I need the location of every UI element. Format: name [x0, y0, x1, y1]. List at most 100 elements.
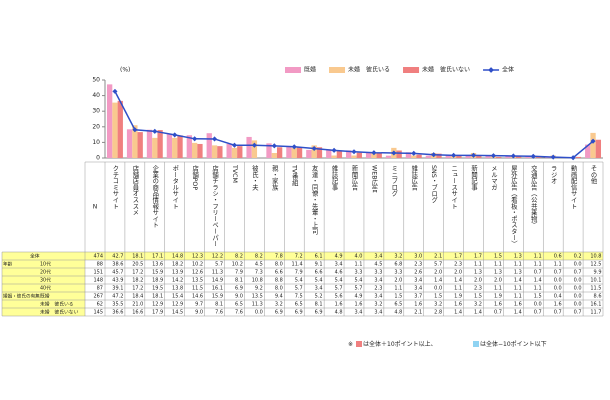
cell-value: 12.6	[192, 270, 203, 276]
bar	[346, 150, 352, 158]
n-cell: 151	[93, 270, 103, 276]
cell-value: 5.4	[355, 278, 363, 284]
bar	[545, 157, 551, 158]
cell-value: 0.7	[494, 310, 502, 316]
y-tick-label: 30	[92, 108, 100, 115]
cell-value: 1.5	[494, 254, 502, 260]
cell-value: 1.6	[514, 302, 522, 308]
cell-value: 0.7	[534, 310, 542, 316]
bar	[505, 156, 511, 158]
bar	[217, 146, 223, 158]
category-label: ラジオ	[550, 165, 557, 185]
cell-value: 13.5	[252, 294, 263, 300]
total-marker	[331, 147, 337, 153]
category-label: 新聞広告	[351, 164, 358, 192]
category-label: 店舗店員オススメ	[131, 164, 138, 216]
cell-value: 2.1	[414, 310, 422, 316]
row-label: 未婚 彼氏いる	[40, 301, 74, 308]
bar	[585, 144, 591, 158]
cell-value: 3.3	[394, 270, 402, 276]
total-marker	[132, 127, 138, 133]
n-cell: 87	[97, 286, 103, 292]
bar	[146, 129, 153, 158]
cell-value: 13.5	[192, 278, 203, 284]
cell-value: 6.8	[394, 262, 402, 268]
cell-value: 35.5	[112, 302, 123, 308]
bar	[112, 102, 118, 158]
cell-value: 17.9	[152, 310, 163, 316]
total-marker	[192, 136, 198, 142]
bar	[197, 143, 203, 158]
cell-value: 3.4	[374, 278, 382, 284]
row-group-label: 婚姻・彼氏の有無	[3, 293, 40, 300]
cell-value: 45.7	[112, 270, 123, 276]
cell-value: 2.3	[414, 262, 422, 268]
bar	[157, 130, 163, 158]
bar	[152, 137, 158, 158]
cell-value: 17.1	[152, 254, 163, 260]
n-cell: 145	[93, 310, 103, 316]
note: は全体＋10ポイント以上、	[363, 340, 437, 348]
n-cell: 148	[93, 278, 103, 284]
bar	[465, 155, 471, 158]
bar	[496, 156, 502, 158]
total-marker	[112, 88, 118, 94]
cell-value: 18.1	[132, 254, 143, 260]
cell-value: 1.5	[394, 294, 402, 300]
cell-value: 2.3	[454, 262, 462, 268]
cell-value: 4.5	[255, 262, 263, 268]
y-tick-label: 0	[96, 155, 100, 162]
cell-value: 6.5	[235, 302, 243, 308]
bar	[476, 155, 482, 158]
cell-value: 0.0	[574, 262, 582, 268]
cell-value: 0.6	[554, 254, 562, 260]
note-red-swatch	[356, 341, 362, 347]
bar	[331, 155, 337, 158]
cell-value: 1.6	[355, 302, 363, 308]
category-label: ニュースサイト	[450, 165, 457, 209]
cell-value: 9.0	[195, 310, 203, 316]
n-cell: 474	[93, 254, 103, 260]
cell-value: 1.4	[454, 310, 462, 316]
cell-value: 2.0	[394, 278, 402, 284]
cell-value: 1.1	[494, 262, 502, 268]
cell-value: 11.5	[192, 286, 203, 292]
cell-value: 7.9	[235, 270, 243, 276]
cell-value: 14.5	[172, 310, 183, 316]
cell-value: 0.0	[574, 278, 582, 284]
cell-value: 11.4	[292, 262, 303, 268]
n-header: N	[93, 204, 98, 211]
cell-value: 2.0	[454, 270, 462, 276]
cell-value: 6.6	[275, 270, 283, 276]
cell-value: 8.2	[255, 254, 263, 260]
cell-value: 1.1	[454, 286, 462, 292]
cell-value: 13.6	[152, 262, 163, 268]
category-label: 動画配信サイト	[570, 164, 577, 210]
cell-value: 0.7	[574, 270, 582, 276]
cell-value: 19.5	[152, 286, 163, 292]
bar	[485, 155, 491, 158]
cell-value: 8.8	[275, 278, 283, 284]
cell-value: 3.4	[315, 286, 323, 292]
cell-value: 4.5	[374, 262, 382, 268]
cell-value: 5.7	[434, 262, 442, 268]
cell-value: 0.0	[574, 286, 582, 292]
cell-value: 9.1	[315, 262, 323, 268]
cell-value: 11.5	[590, 286, 601, 292]
bar	[535, 156, 542, 158]
cell-value: 2.1	[434, 254, 442, 260]
cell-value: 0.7	[554, 310, 562, 316]
cell-value: 1.1	[534, 254, 542, 260]
cell-value: 8.0	[275, 262, 283, 268]
cell-value: 10.2	[232, 262, 243, 268]
cell-value: 2.8	[434, 310, 442, 316]
cell-value: 8.0	[275, 286, 283, 292]
cell-value: 4.9	[335, 254, 343, 260]
total-marker	[490, 153, 496, 159]
cell-value: 20.5	[132, 262, 143, 268]
row-group-label: 年齢	[3, 261, 13, 268]
bar	[311, 145, 317, 158]
y-tick-label: 50	[92, 77, 100, 84]
cell-value: 3.4	[374, 254, 382, 260]
bar	[172, 137, 178, 158]
